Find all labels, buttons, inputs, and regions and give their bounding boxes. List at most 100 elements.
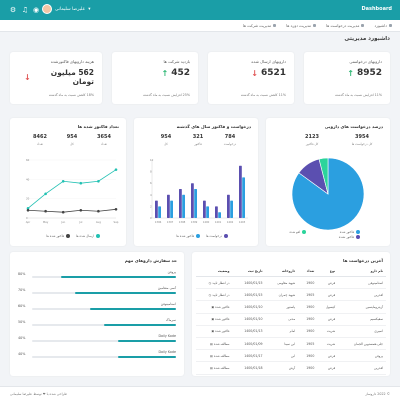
mini-stat-label: فاکتور [194, 142, 202, 146]
column-header: تعداد [298, 266, 318, 277]
status-badge: در انتظار تایید ◷ [196, 288, 233, 302]
table-cell: آرش [265, 361, 299, 375]
mini-stat-value: 321 [192, 134, 204, 140]
mini-stat: 3654 تعداد [88, 134, 120, 146]
notification-icon[interactable]: ◉ [32, 6, 40, 14]
arrow-down-icon: ↓ [251, 68, 258, 78]
line-chart: 0 20 40 60 Apr May Jun Jul Aug Sep [26, 158, 119, 224]
user-name: علیرضا سلیمانی [55, 6, 86, 12]
bar[interactable] [203, 200, 206, 218]
column-header: نام دارو [338, 266, 386, 277]
mini-stat-label: کل [164, 142, 168, 146]
bar[interactable] [239, 165, 242, 218]
legend-item: فاکتور شده ها [46, 234, 71, 238]
table-row[interactable]: افدرین قرص 1900 آرش 1400/01/18 مطالعه شده ▤ [196, 361, 386, 375]
table-row[interactable]: جلی-همستوین الجمان شربت 1905 ابن سینا 1400/0… [196, 337, 386, 351]
main-nav: داشبورد مدیریت درخواست ها مدیریت دوره ها… [0, 20, 400, 32]
bar[interactable] [242, 177, 245, 218]
bar[interactable] [230, 200, 233, 218]
status-badge-label: فاکتور شده ▣ [211, 317, 229, 321]
table-cell: کپسول [317, 300, 339, 314]
line-legend: ارسال شده ها فاکتور شده ها [46, 234, 100, 238]
bar[interactable] [155, 200, 158, 218]
bar[interactable] [191, 183, 194, 218]
table-row[interactable]: اسپری شربت 1900 امام 1400/01/13 فاکتور شده ▣ [196, 325, 386, 338]
progress-fill [60, 276, 176, 278]
data-point[interactable] [97, 179, 100, 183]
data-point[interactable] [44, 209, 47, 213]
progress-row: پروفن 80% [18, 270, 176, 284]
data-point[interactable] [79, 208, 83, 212]
data-point[interactable] [114, 168, 118, 171]
data-point[interactable] [97, 209, 100, 213]
pie-slice[interactable] [318, 157, 329, 195]
card-title: آخرین درخواست ها [343, 258, 383, 263]
bar[interactable] [158, 206, 161, 218]
mini-stat-value: 3954 [355, 134, 369, 140]
bar[interactable] [182, 194, 185, 218]
x-tick-label: 1400 [203, 220, 210, 224]
table-cell: افدرین [338, 361, 386, 375]
stat-number: 452 [171, 68, 190, 78]
card-title: درخواست و فاکتور سال های گذشته [176, 124, 251, 129]
data-point[interactable] [61, 179, 65, 183]
bar[interactable] [215, 206, 218, 218]
status-icon: ▣ [211, 329, 215, 334]
legend-swatch [96, 234, 100, 238]
stat-card-requested: دارویهای درخواستی 8952 ↑ 11% افزایش نسبت … [304, 52, 390, 104]
table-row[interactable]: پروفن قرص 1900 ابن 1400/01/17 مطالعه شده ▤ [196, 349, 386, 363]
data-point[interactable] [79, 181, 83, 185]
table-cell: 1900 [298, 325, 318, 338]
legend-label: درخواست ها [206, 234, 222, 238]
data-point[interactable] [26, 207, 30, 210]
stat-title: دارویهای ارسال شده [251, 59, 286, 64]
nav-label: داشبورد [374, 23, 387, 28]
status-text: مطالعه شده [213, 365, 230, 370]
nav-dashboard[interactable]: داشبورد [374, 23, 392, 28]
table-cell: قرص [317, 349, 339, 363]
bar[interactable] [170, 200, 173, 218]
mini-stat: 954 کل [150, 134, 182, 146]
x-tick-label: 1396 [155, 220, 162, 224]
data-point[interactable] [61, 210, 65, 214]
settings-icon[interactable]: ⚙ [9, 6, 17, 14]
bell-icon[interactable]: ♫ [21, 6, 29, 14]
y-tick-label: 40 [26, 177, 30, 181]
table-cell: شربت [317, 325, 339, 338]
legend-item: فاکتور شده ها [176, 234, 201, 238]
progress-track [32, 308, 176, 310]
data-point[interactable] [114, 208, 118, 211]
progress-row: استامینوفن 60% [18, 302, 176, 316]
table-row[interactable]: آزیترومایسین کپسول 1900 پاستور 1400/01/10 فاک… [196, 300, 386, 314]
user-menu[interactable]: ▾ علیرضا سلیمانی [42, 4, 91, 14]
nav-requests[interactable]: مدیریت درخواست ها [326, 23, 365, 28]
bar[interactable] [218, 212, 221, 218]
table-row[interactable]: افدرین قرص 1905 شهید چمران 1400/01/15 در انتظ… [196, 288, 386, 302]
mini-stat-label: کل فاکتور [305, 142, 319, 146]
nav-companies[interactable]: مدیریت شرکت ها [243, 23, 277, 28]
nav-courses[interactable]: مدیریت دوره ها [286, 23, 317, 28]
table-row[interactable]: استامینوفن قرص 1900 شهید مقاومی 1400/01/15 در… [196, 276, 386, 290]
status-badge-label: در انتظار تایید ◷ [209, 281, 230, 285]
x-tick-label: 1398 [179, 220, 186, 224]
bar[interactable] [194, 189, 197, 218]
status-badge: مطالعه شده ▤ [196, 349, 233, 363]
progress-label: Daily Kode [158, 334, 176, 338]
data-point[interactable] [26, 208, 30, 212]
arrow-up-icon: ↑ [347, 68, 354, 78]
status-badge: در انتظار تایید ◷ [196, 276, 233, 290]
x-tick-label: Sep [114, 220, 119, 224]
table-cell: 1905 [298, 288, 318, 302]
table-cell: امام [265, 325, 299, 338]
legend-swatch [356, 230, 360, 234]
stat-note: 11% افزایش نسبت به ماه گذشته [334, 93, 382, 97]
bar[interactable] [227, 194, 230, 218]
table-row[interactable]: سفیکسیم قرص 1900 مدنی 1400/01/10 فاکتور شده ▣ [196, 313, 386, 326]
progress-percent: 70% [18, 288, 26, 292]
bar[interactable] [167, 194, 170, 218]
status-badge: فاکتور شده ▣ [196, 300, 233, 314]
bar[interactable] [206, 206, 209, 218]
progress-percent: 50% [18, 320, 26, 324]
bar[interactable] [179, 189, 182, 218]
data-point[interactable] [44, 192, 47, 196]
